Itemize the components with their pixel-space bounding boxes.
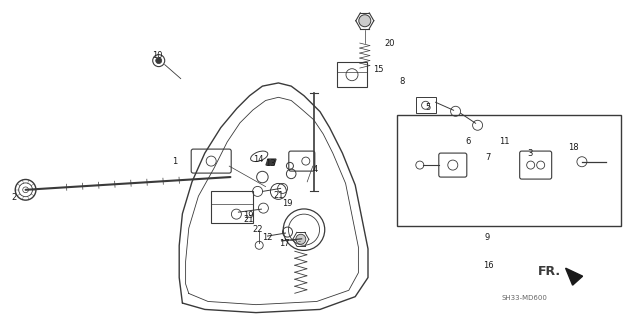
Text: 19: 19: [282, 199, 292, 209]
Text: 5: 5: [426, 102, 431, 112]
Text: FR.: FR.: [538, 265, 561, 278]
Text: 4: 4: [312, 166, 317, 174]
Polygon shape: [266, 159, 276, 165]
Polygon shape: [566, 268, 582, 285]
Text: 16: 16: [483, 261, 493, 270]
Text: 20: 20: [385, 40, 396, 48]
Circle shape: [156, 58, 162, 63]
Text: 19: 19: [243, 211, 253, 219]
Text: 18: 18: [568, 144, 579, 152]
Bar: [415, 97, 436, 113]
Text: 7: 7: [485, 153, 491, 162]
Text: 9: 9: [484, 233, 490, 241]
Text: 22: 22: [253, 226, 263, 234]
Text: 2: 2: [12, 192, 17, 202]
Text: SH33-MD600: SH33-MD600: [502, 295, 548, 301]
Text: 10: 10: [152, 50, 163, 60]
Text: 1: 1: [172, 158, 178, 167]
Bar: [397, 115, 621, 226]
Text: 12: 12: [262, 234, 272, 242]
Bar: [337, 62, 367, 87]
Text: 11: 11: [499, 137, 509, 146]
Text: 8: 8: [399, 78, 404, 86]
Text: 21: 21: [244, 216, 254, 225]
Circle shape: [296, 234, 306, 244]
Bar: [211, 191, 253, 223]
Circle shape: [359, 15, 371, 27]
Text: 21: 21: [274, 191, 284, 201]
Text: 6: 6: [465, 137, 470, 146]
Text: 15: 15: [372, 64, 383, 73]
Text: 3: 3: [527, 149, 532, 158]
Text: 14: 14: [253, 155, 263, 165]
Text: 17: 17: [278, 239, 289, 248]
Text: 13: 13: [265, 159, 275, 167]
